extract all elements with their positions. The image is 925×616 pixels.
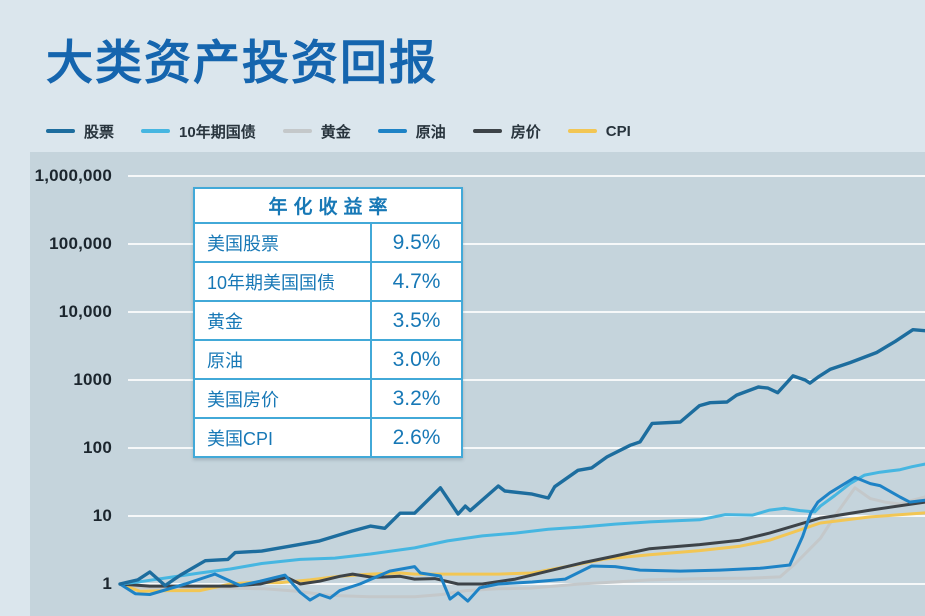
legend-label: 房价 — [510, 123, 541, 141]
asset-label: 黄金 — [195, 302, 372, 339]
y-tick-label: 100 — [83, 438, 112, 457]
return-value: 2.6% — [392, 425, 441, 449]
table-row: 美国房价 3.2% — [195, 380, 461, 419]
annualized-returns-table: 年化收益率 美国股票 9.5% 10年期美国国债 4.7% 黄金 3.5% 原油 3.0% 美国… — [193, 187, 463, 458]
series-line-oil — [118, 475, 925, 603]
asset-label: 原油 — [195, 341, 372, 378]
asset-label: 美国房价 — [195, 380, 372, 417]
table-header: 年化收益率 — [195, 189, 461, 224]
table-row: 黄金 3.5% — [195, 302, 461, 341]
return-value: 3.2% — [392, 386, 441, 410]
series-line-gold — [118, 486, 925, 599]
gold-line-swatch-icon — [282, 129, 312, 133]
return-value: 3.5% — [392, 308, 441, 332]
legend-item-treasury10y[interactable]: 10年期国债 — [141, 121, 256, 142]
series-line-stocks — [118, 328, 925, 588]
page-title: 大类资产投资回报 — [46, 36, 438, 89]
treasury10y-line-swatch-icon — [141, 129, 171, 133]
legend-item-house[interactable]: 房价 — [472, 121, 541, 142]
oil-line-swatch-icon — [377, 129, 407, 133]
return-value: 4.7% — [392, 269, 441, 293]
table-row: 原油 3.0% — [195, 341, 461, 380]
asset-label: 美国股票 — [195, 224, 372, 261]
legend-label: 股票 — [84, 123, 115, 141]
series-line-treasury10y — [118, 462, 925, 586]
y-tick-label: 1 — [102, 574, 112, 593]
legend-item-stocks[interactable]: 股票 — [46, 121, 114, 142]
legend-item-gold[interactable]: 黄金 — [282, 121, 351, 142]
stocks-line-swatch-icon — [46, 129, 75, 133]
return-value: 3.0% — [392, 347, 441, 371]
series-line-cpi — [118, 511, 925, 593]
legend: 股票 10年期国债 黄金 原油 房价 CPI — [46, 120, 631, 142]
legend-label: 10年期国债 — [179, 123, 256, 141]
y-tick-label: 100,000 — [49, 234, 112, 253]
cpi-line-swatch-icon — [567, 129, 597, 133]
legend-label: CPI — [605, 122, 631, 140]
table-row: 10年期美国国债 4.7% — [195, 263, 461, 302]
legend-item-oil[interactable]: 原油 — [377, 121, 446, 142]
house-line-swatch-icon — [472, 129, 502, 133]
y-tick-label: 10,000 — [58, 302, 112, 321]
y-tick-label: 1,000,000 — [34, 166, 112, 185]
asset-label: 10年期美国国债 — [195, 263, 372, 300]
legend-label: 黄金 — [320, 123, 351, 141]
series-lines — [118, 328, 925, 603]
table-row: 美国CPI 2.6% — [195, 419, 461, 456]
y-tick-label: 10 — [92, 506, 112, 525]
y-tick-label: 1000 — [73, 370, 112, 389]
return-value: 9.5% — [392, 230, 441, 254]
legend-label: 原油 — [415, 123, 446, 141]
asset-label: 美国CPI — [195, 419, 372, 456]
table-row: 美国股票 9.5% — [195, 224, 461, 263]
legend-item-cpi[interactable]: CPI — [567, 122, 631, 140]
